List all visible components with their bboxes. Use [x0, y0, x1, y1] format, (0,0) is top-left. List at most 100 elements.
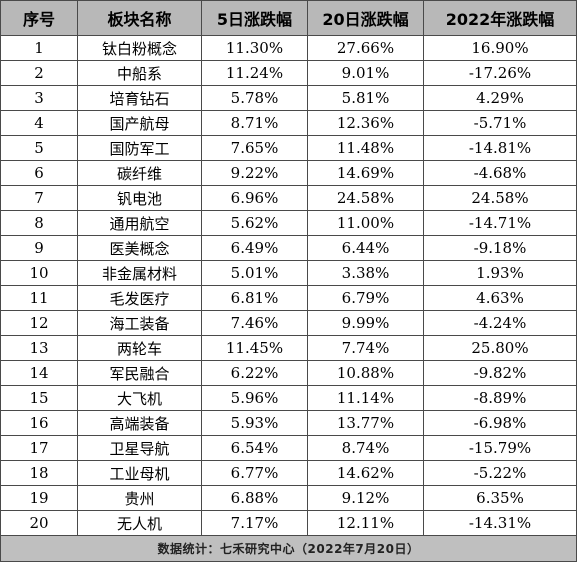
- cell-ytd-change: -4.68%: [423, 160, 577, 186]
- cell-5d-change: 6.96%: [201, 185, 308, 211]
- cell-rank: 14: [0, 360, 78, 386]
- cell-ytd-change: -14.31%: [423, 510, 577, 536]
- cell-ytd-change: 16.90%: [423, 35, 577, 61]
- cell-rank: 2: [0, 60, 78, 86]
- cell-20d-change: 8.74%: [307, 435, 424, 461]
- cell-sector: 国产航母: [77, 110, 202, 136]
- table-row: 15 大飞机 5.96% 11.14% -8.89%: [0, 385, 577, 411]
- cell-ytd-change: 24.58%: [423, 185, 577, 211]
- cell-rank: 19: [0, 485, 78, 511]
- cell-ytd-change: 4.63%: [423, 285, 577, 311]
- cell-sector: 培育钻石: [77, 85, 202, 111]
- cell-5d-change: 6.49%: [201, 235, 308, 261]
- cell-rank: 11: [0, 285, 78, 311]
- cell-sector: 海工装备: [77, 310, 202, 336]
- cell-5d-change: 5.93%: [201, 410, 308, 436]
- table-row: 5 国防军工 7.65% 11.48% -14.81%: [0, 135, 577, 161]
- cell-ytd-change: 25.80%: [423, 335, 577, 361]
- cell-5d-change: 7.65%: [201, 135, 308, 161]
- cell-rank: 13: [0, 335, 78, 361]
- cell-rank: 16: [0, 410, 78, 436]
- cell-5d-change: 5.78%: [201, 85, 308, 111]
- cell-rank: 1: [0, 35, 78, 61]
- table-row: 1 钛白粉概念 11.30% 27.66% 16.90%: [0, 35, 577, 61]
- cell-rank: 17: [0, 435, 78, 461]
- cell-sector: 毛发医疗: [77, 285, 202, 311]
- cell-5d-change: 6.88%: [201, 485, 308, 511]
- cell-5d-change: 8.71%: [201, 110, 308, 136]
- cell-20d-change: 12.36%: [307, 110, 424, 136]
- cell-5d-change: 11.30%: [201, 35, 308, 61]
- table-row: 6 碳纤维 9.22% 14.69% -4.68%: [0, 160, 577, 186]
- cell-rank: 3: [0, 85, 78, 111]
- cell-rank: 7: [0, 185, 78, 211]
- cell-20d-change: 6.44%: [307, 235, 424, 261]
- table-row: 18 工业母机 6.77% 14.62% -5.22%: [0, 460, 577, 486]
- table-row: 17 卫星导航 6.54% 8.74% -15.79%: [0, 435, 577, 461]
- table-row: 13 两轮车 11.45% 7.74% 25.80%: [0, 335, 577, 361]
- cell-rank: 20: [0, 510, 78, 536]
- table-row: 12 海工装备 7.46% 9.99% -4.24%: [0, 310, 577, 336]
- table-row: 9 医美概念 6.49% 6.44% -9.18%: [0, 235, 577, 261]
- cell-ytd-change: -5.22%: [423, 460, 577, 486]
- cell-rank: 8: [0, 210, 78, 236]
- cell-5d-change: 9.22%: [201, 160, 308, 186]
- cell-ytd-change: -14.71%: [423, 210, 577, 236]
- table-row: 16 高端装备 5.93% 13.77% -6.98%: [0, 410, 577, 436]
- cell-20d-change: 9.01%: [307, 60, 424, 86]
- cell-sector: 大飞机: [77, 385, 202, 411]
- cell-20d-change: 27.66%: [307, 35, 424, 61]
- cell-5d-change: 7.17%: [201, 510, 308, 536]
- table-row: 11 毛发医疗 6.81% 6.79% 4.63%: [0, 285, 577, 311]
- header-row: 序号 板块名称 5日涨跌幅 20日涨跌幅 2022年涨跌幅: [0, 0, 577, 36]
- cell-5d-change: 6.22%: [201, 360, 308, 386]
- cell-20d-change: 14.69%: [307, 160, 424, 186]
- cell-5d-change: 7.46%: [201, 310, 308, 336]
- cell-5d-change: 11.24%: [201, 60, 308, 86]
- cell-sector: 贵州: [77, 485, 202, 511]
- cell-5d-change: 6.77%: [201, 460, 308, 486]
- cell-20d-change: 12.11%: [307, 510, 424, 536]
- cell-rank: 6: [0, 160, 78, 186]
- table-row: 3 培育钻石 5.78% 5.81% 4.29%: [0, 85, 577, 111]
- cell-20d-change: 6.79%: [307, 285, 424, 311]
- cell-20d-change: 9.99%: [307, 310, 424, 336]
- cell-sector: 军民融合: [77, 360, 202, 386]
- cell-ytd-change: -15.79%: [423, 435, 577, 461]
- cell-ytd-change: -5.71%: [423, 110, 577, 136]
- cell-rank: 9: [0, 235, 78, 261]
- cell-5d-change: 5.62%: [201, 210, 308, 236]
- header-20d-change: 20日涨跌幅: [307, 0, 424, 36]
- cell-5d-change: 11.45%: [201, 335, 308, 361]
- cell-ytd-change: 4.29%: [423, 85, 577, 111]
- cell-20d-change: 13.77%: [307, 410, 424, 436]
- table-row: 10 非金属材料 5.01% 3.38% 1.93%: [0, 260, 577, 286]
- cell-5d-change: 5.01%: [201, 260, 308, 286]
- cell-20d-change: 3.38%: [307, 260, 424, 286]
- cell-sector: 钛白粉概念: [77, 35, 202, 61]
- cell-sector: 碳纤维: [77, 160, 202, 186]
- cell-sector: 非金属材料: [77, 260, 202, 286]
- cell-sector: 卫星导航: [77, 435, 202, 461]
- cell-rank: 12: [0, 310, 78, 336]
- cell-sector: 通用航空: [77, 210, 202, 236]
- header-ytd-change: 2022年涨跌幅: [423, 0, 577, 36]
- cell-ytd-change: 1.93%: [423, 260, 577, 286]
- cell-20d-change: 11.48%: [307, 135, 424, 161]
- cell-20d-change: 5.81%: [307, 85, 424, 111]
- cell-20d-change: 11.00%: [307, 210, 424, 236]
- header-rank: 序号: [0, 0, 78, 36]
- cell-sector: 无人机: [77, 510, 202, 536]
- cell-rank: 4: [0, 110, 78, 136]
- cell-20d-change: 14.62%: [307, 460, 424, 486]
- table-row: 19 贵州 6.88% 9.12% 6.35%: [0, 485, 577, 511]
- cell-ytd-change: -9.82%: [423, 360, 577, 386]
- cell-20d-change: 10.88%: [307, 360, 424, 386]
- cell-rank: 15: [0, 385, 78, 411]
- cell-sector: 钒电池: [77, 185, 202, 211]
- cell-sector: 医美概念: [77, 235, 202, 261]
- cell-sector: 高端装备: [77, 410, 202, 436]
- cell-ytd-change: -17.26%: [423, 60, 577, 86]
- cell-20d-change: 9.12%: [307, 485, 424, 511]
